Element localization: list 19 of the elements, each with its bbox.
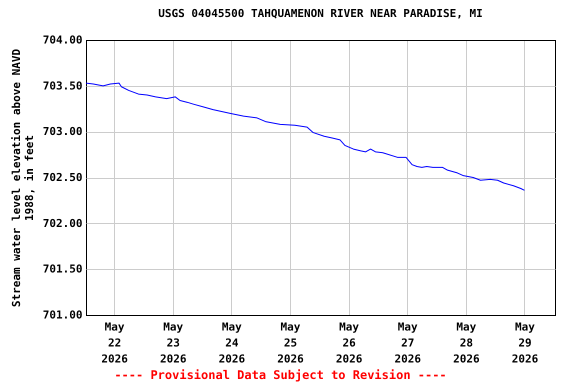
y-tick-label: 703.00: [42, 125, 82, 138]
y-tick-label: 702.50: [42, 171, 82, 184]
line-series: [86, 82, 525, 191]
x-tick-label: May 28 2026: [453, 320, 480, 366]
x-tick-label: May 27 2026: [394, 320, 422, 366]
x-tick-label: May 24 2026: [218, 320, 246, 366]
x-tick-label: May 26 2026: [336, 320, 363, 366]
x-tick-label: May 29 2026: [512, 320, 539, 366]
y-axis-title: Stream water level elevation above NAVD 1988, in feet: [10, 48, 36, 308]
x-tick-label: May 22 2026: [101, 320, 128, 366]
text: ---- Provisional Data Subject to Revision ----: [114, 368, 447, 382]
x-tick-label: May 23 2026: [160, 320, 187, 366]
y-tick-label: 704.00: [42, 34, 82, 46]
chart-title: USGS 04045500 TAHQUAMENON RIVER NEAR PARADISE, MI: [158, 7, 483, 20]
y-tick-label: 701.50: [42, 262, 82, 276]
y-tick-label: 701.00: [42, 308, 82, 322]
y-tick-label: 702.00: [42, 216, 82, 230]
x-tick-label: May 25 2026: [277, 320, 304, 366]
y-tick-label: 703.50: [42, 79, 82, 92]
